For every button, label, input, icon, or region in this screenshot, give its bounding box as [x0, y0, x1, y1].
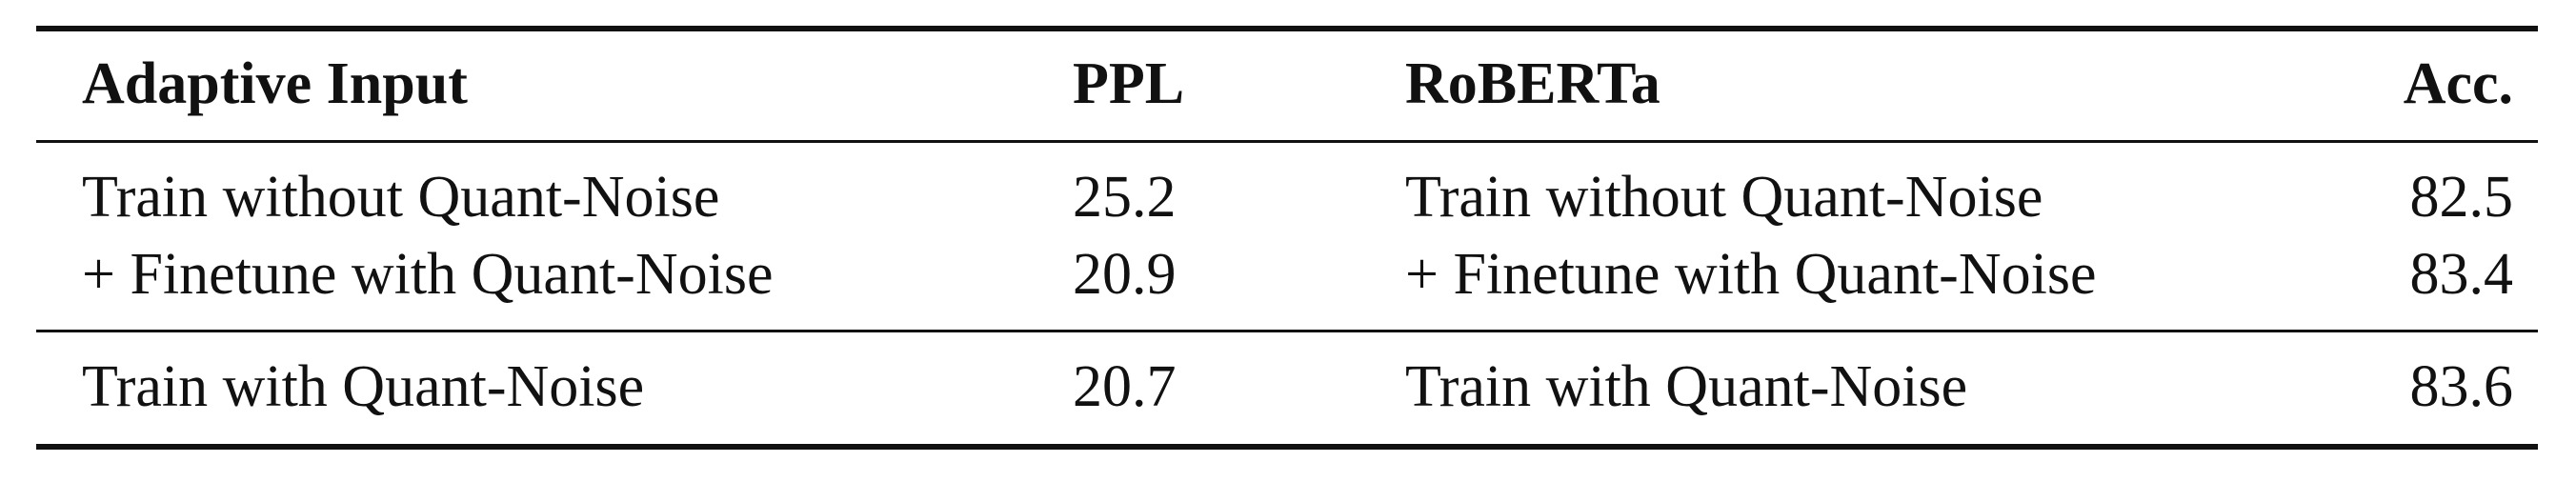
header-roberta: RoBERTa [1405, 51, 1660, 116]
header-adaptive-input: Adaptive Input [82, 51, 468, 116]
row-1-ppl: 25.2 [1073, 165, 1177, 230]
top-rule [36, 26, 2538, 31]
row-2-right-label: + Finetune with Quant-Noise [1405, 242, 2097, 307]
row-3-ppl: 20.7 [1073, 354, 1177, 419]
mid-rule [36, 330, 2538, 332]
header-rule [36, 140, 2538, 143]
header-acc: Acc. [2403, 51, 2513, 116]
row-2-left-label: + Finetune with Quant-Noise [82, 242, 774, 307]
row-1-left-label: Train without Quant-Noise [82, 165, 720, 230]
row-2-acc: 83.4 [2409, 242, 2514, 307]
row-3-acc: 83.6 [2409, 354, 2514, 419]
row-2-ppl: 20.9 [1073, 242, 1177, 307]
row-3-right-label: Train with Quant-Noise [1405, 354, 1968, 419]
row-3-left-label: Train with Quant-Noise [82, 354, 645, 419]
row-1-acc: 82.5 [2409, 165, 2514, 230]
bottom-rule [36, 444, 2538, 450]
row-1-right-label: Train without Quant-Noise [1405, 165, 2043, 230]
header-ppl: PPL [1073, 51, 1185, 116]
